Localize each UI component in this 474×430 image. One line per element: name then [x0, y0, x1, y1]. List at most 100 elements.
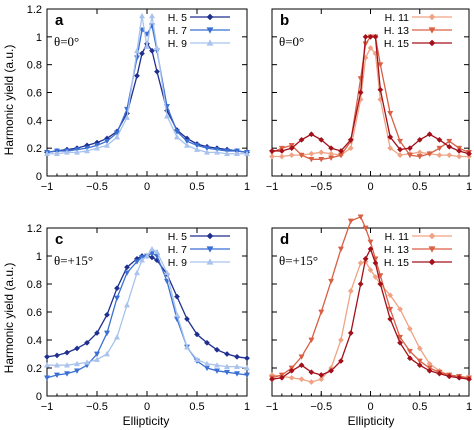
data-point [288, 152, 295, 159]
panel-letter: b [280, 12, 289, 29]
data-point [387, 292, 394, 299]
data-point [213, 362, 221, 368]
data-point [406, 325, 413, 332]
data-point [148, 12, 156, 19]
y-axis-label-top: Harmonic yield (a.u.) [2, 45, 16, 156]
data-point [214, 346, 220, 353]
data-point [436, 152, 443, 159]
y-tick-label: 0.2 [27, 143, 42, 155]
legend-marker [428, 258, 436, 266]
data-point [347, 218, 354, 225]
y-tick-label: 0 [36, 391, 42, 403]
data-point [73, 149, 81, 155]
data-point [123, 114, 131, 120]
data-point [387, 134, 394, 140]
data-point [233, 363, 241, 369]
data-point [114, 285, 120, 292]
data-point [372, 33, 379, 40]
data-point [54, 352, 60, 359]
data-point [318, 309, 325, 316]
x-tick-label: −1 [41, 401, 54, 413]
data-point [318, 156, 325, 163]
data-point [153, 248, 161, 255]
y-tick-label: 1 [36, 32, 42, 44]
data-point [357, 214, 364, 220]
data-point [233, 371, 241, 377]
data-point [387, 111, 394, 117]
x-tick-label: −1 [41, 181, 54, 193]
data-point [183, 142, 191, 148]
data-point [149, 254, 155, 261]
data-point [74, 345, 80, 352]
panel-annotation: θ=0° [54, 34, 79, 49]
data-point [103, 138, 111, 145]
x-tick-label: 0.5 [189, 401, 204, 413]
data-point [367, 33, 374, 40]
data-point [123, 270, 131, 276]
data-point [53, 372, 61, 379]
data-point [203, 145, 211, 152]
legend-marker [428, 13, 436, 21]
data-point [362, 255, 369, 262]
data-point [347, 145, 354, 152]
legend-marker [428, 232, 436, 240]
data-point [133, 259, 141, 265]
data-point [73, 360, 81, 367]
data-point [103, 330, 111, 337]
legend-marker [206, 232, 214, 240]
legend-label: H. 7 [168, 244, 187, 256]
panel-annotation: θ=+15° [54, 253, 93, 268]
data-point [93, 145, 101, 151]
data-point [124, 264, 130, 271]
x-tick-label: 0 [367, 181, 373, 193]
data-point [93, 356, 101, 362]
data-point [416, 345, 423, 352]
data-point [138, 257, 146, 263]
data-point [288, 145, 295, 152]
panel-letter: d [280, 231, 289, 248]
y-tick-label: 0.8 [27, 60, 42, 72]
legend-marker [206, 13, 214, 21]
data-point [104, 311, 110, 318]
data-point [318, 149, 325, 156]
panel-letter: c [55, 231, 63, 248]
data-point [149, 47, 155, 54]
data-point [269, 147, 275, 154]
x-tick-label: 1 [244, 181, 250, 193]
series-line-3 [272, 36, 470, 155]
data-point [347, 136, 354, 143]
data-point [446, 143, 453, 150]
series-line-2 [46, 252, 248, 379]
series-line-1 [46, 42, 248, 153]
data-point [174, 293, 180, 300]
panel-b: −1 −0.5 0 0.5 1 b θ=0° H. 11H. 13H. 15 [266, 8, 472, 193]
data-point [367, 239, 374, 246]
y-tick-label: 0.6 [27, 307, 42, 319]
data-point [377, 86, 384, 93]
data-point [328, 278, 335, 285]
series-line-1 [46, 255, 248, 359]
data-point [173, 129, 181, 135]
y-tick-label: 0.4 [27, 115, 42, 127]
data-point [446, 152, 453, 159]
data-point [416, 149, 423, 156]
data-point [64, 349, 70, 356]
data-point [397, 334, 404, 341]
legend-marker [206, 27, 214, 34]
data-point [377, 62, 384, 68]
data-point [194, 331, 200, 338]
data-point [308, 131, 315, 138]
data-point [243, 372, 251, 379]
data-point [173, 133, 181, 140]
legend-label: H. 9 [168, 257, 187, 269]
data-point [134, 72, 140, 79]
data-point [63, 149, 71, 155]
data-point [298, 362, 305, 369]
data-point [387, 145, 394, 152]
legend-marker [428, 27, 436, 34]
data-point [387, 306, 394, 313]
data-point [193, 356, 201, 362]
data-point [466, 150, 472, 157]
x-tick-label: 0.5 [412, 181, 427, 193]
data-point [223, 363, 231, 369]
